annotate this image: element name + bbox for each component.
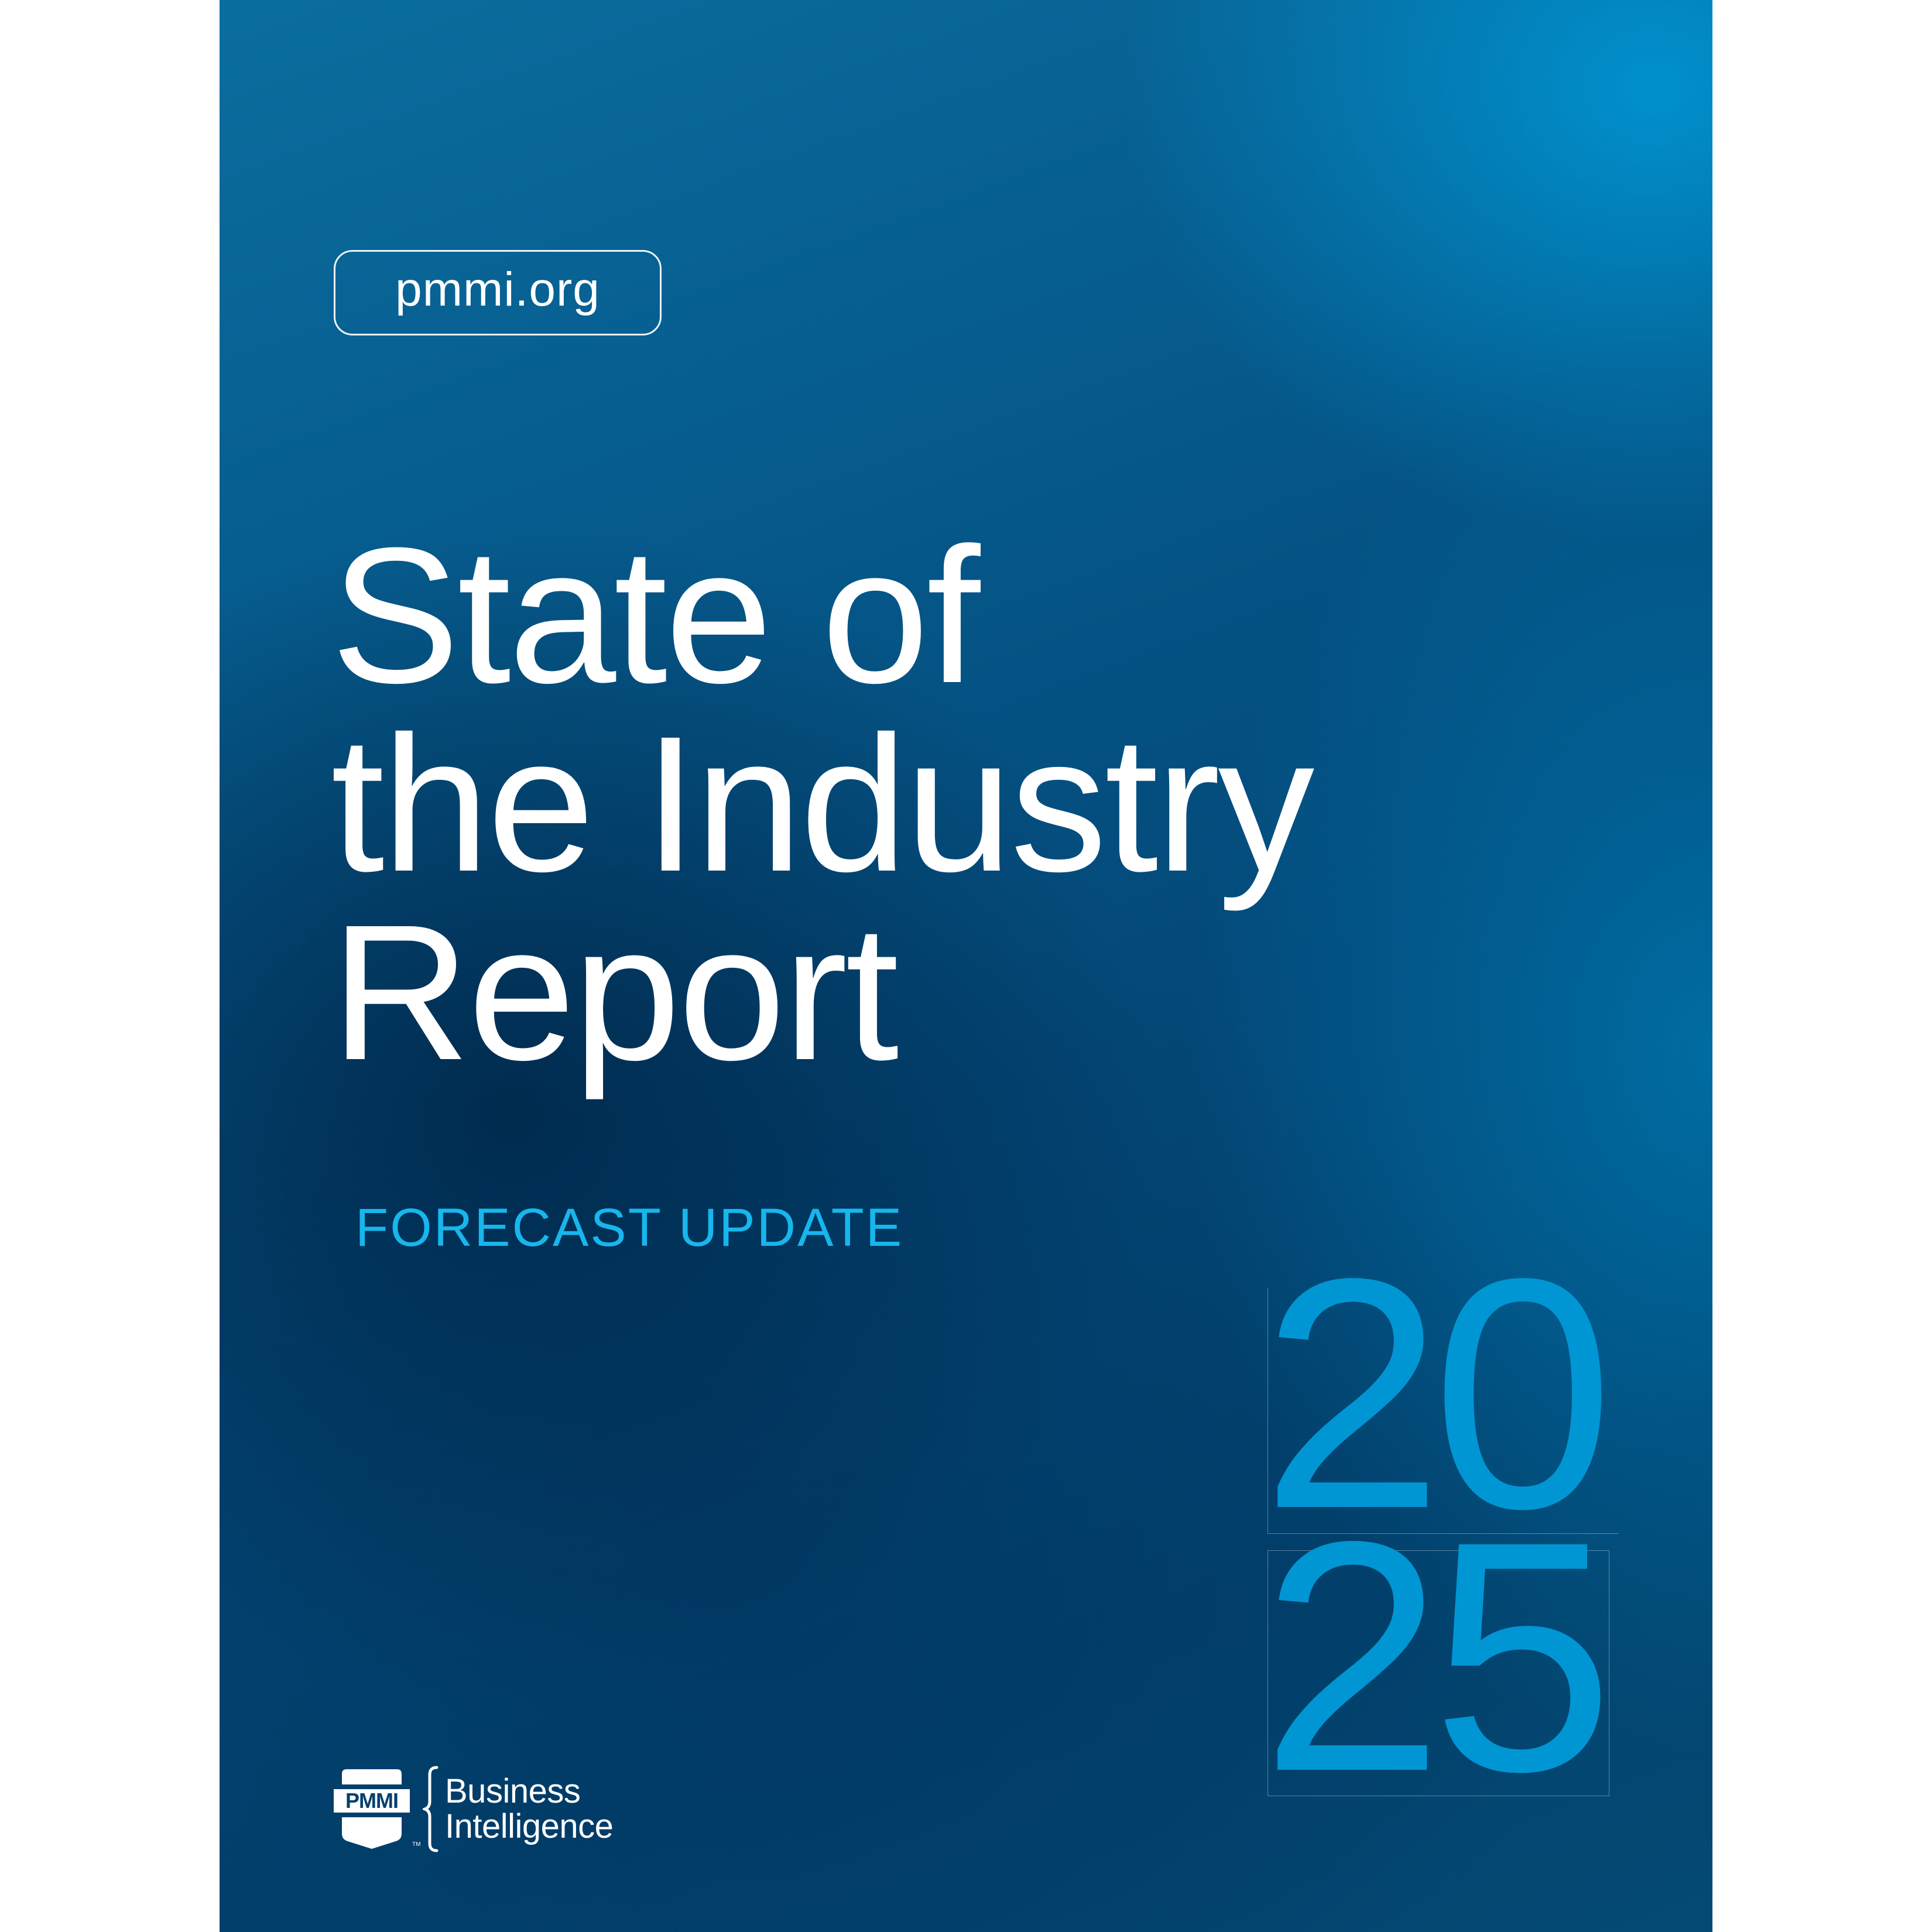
year-bottom-digits: 25 <box>1261 1473 1614 1839</box>
year-top-box: 20 <box>1261 1229 1619 1557</box>
report-title: State of the Industry Report <box>331 507 1314 1100</box>
brand-line-1: Business <box>445 1772 581 1810</box>
brand-line-2: Intelligence <box>445 1807 614 1845</box>
curly-brace-icon <box>420 1765 439 1853</box>
trademark-mark: TM <box>412 1841 421 1848</box>
title-line-3: Report <box>331 884 899 1100</box>
title-line-1: State of <box>331 507 980 723</box>
report-year: 20 25 <box>1261 1229 1636 1820</box>
title-line-2: the Industry <box>331 696 1314 912</box>
business-intelligence-wordmark: Business Intelligence <box>445 1772 614 1845</box>
report-cover: pmmi.org State of the Industry Report FO… <box>220 0 1712 1932</box>
report-subtitle: FORECAST UPDATE <box>355 1198 904 1258</box>
svg-text:PMMI: PMMI <box>345 1789 398 1813</box>
year-bottom-box: 25 <box>1261 1492 1614 1820</box>
pmmi-business-intelligence-logo: PMMI TM Business Intelligence <box>334 1759 614 1859</box>
website-url-badge[interactable]: pmmi.org <box>334 250 662 335</box>
pmmi-shield-icon: PMMI TM <box>334 1768 420 1850</box>
year-top-digits: 20 <box>1261 1210 1614 1577</box>
